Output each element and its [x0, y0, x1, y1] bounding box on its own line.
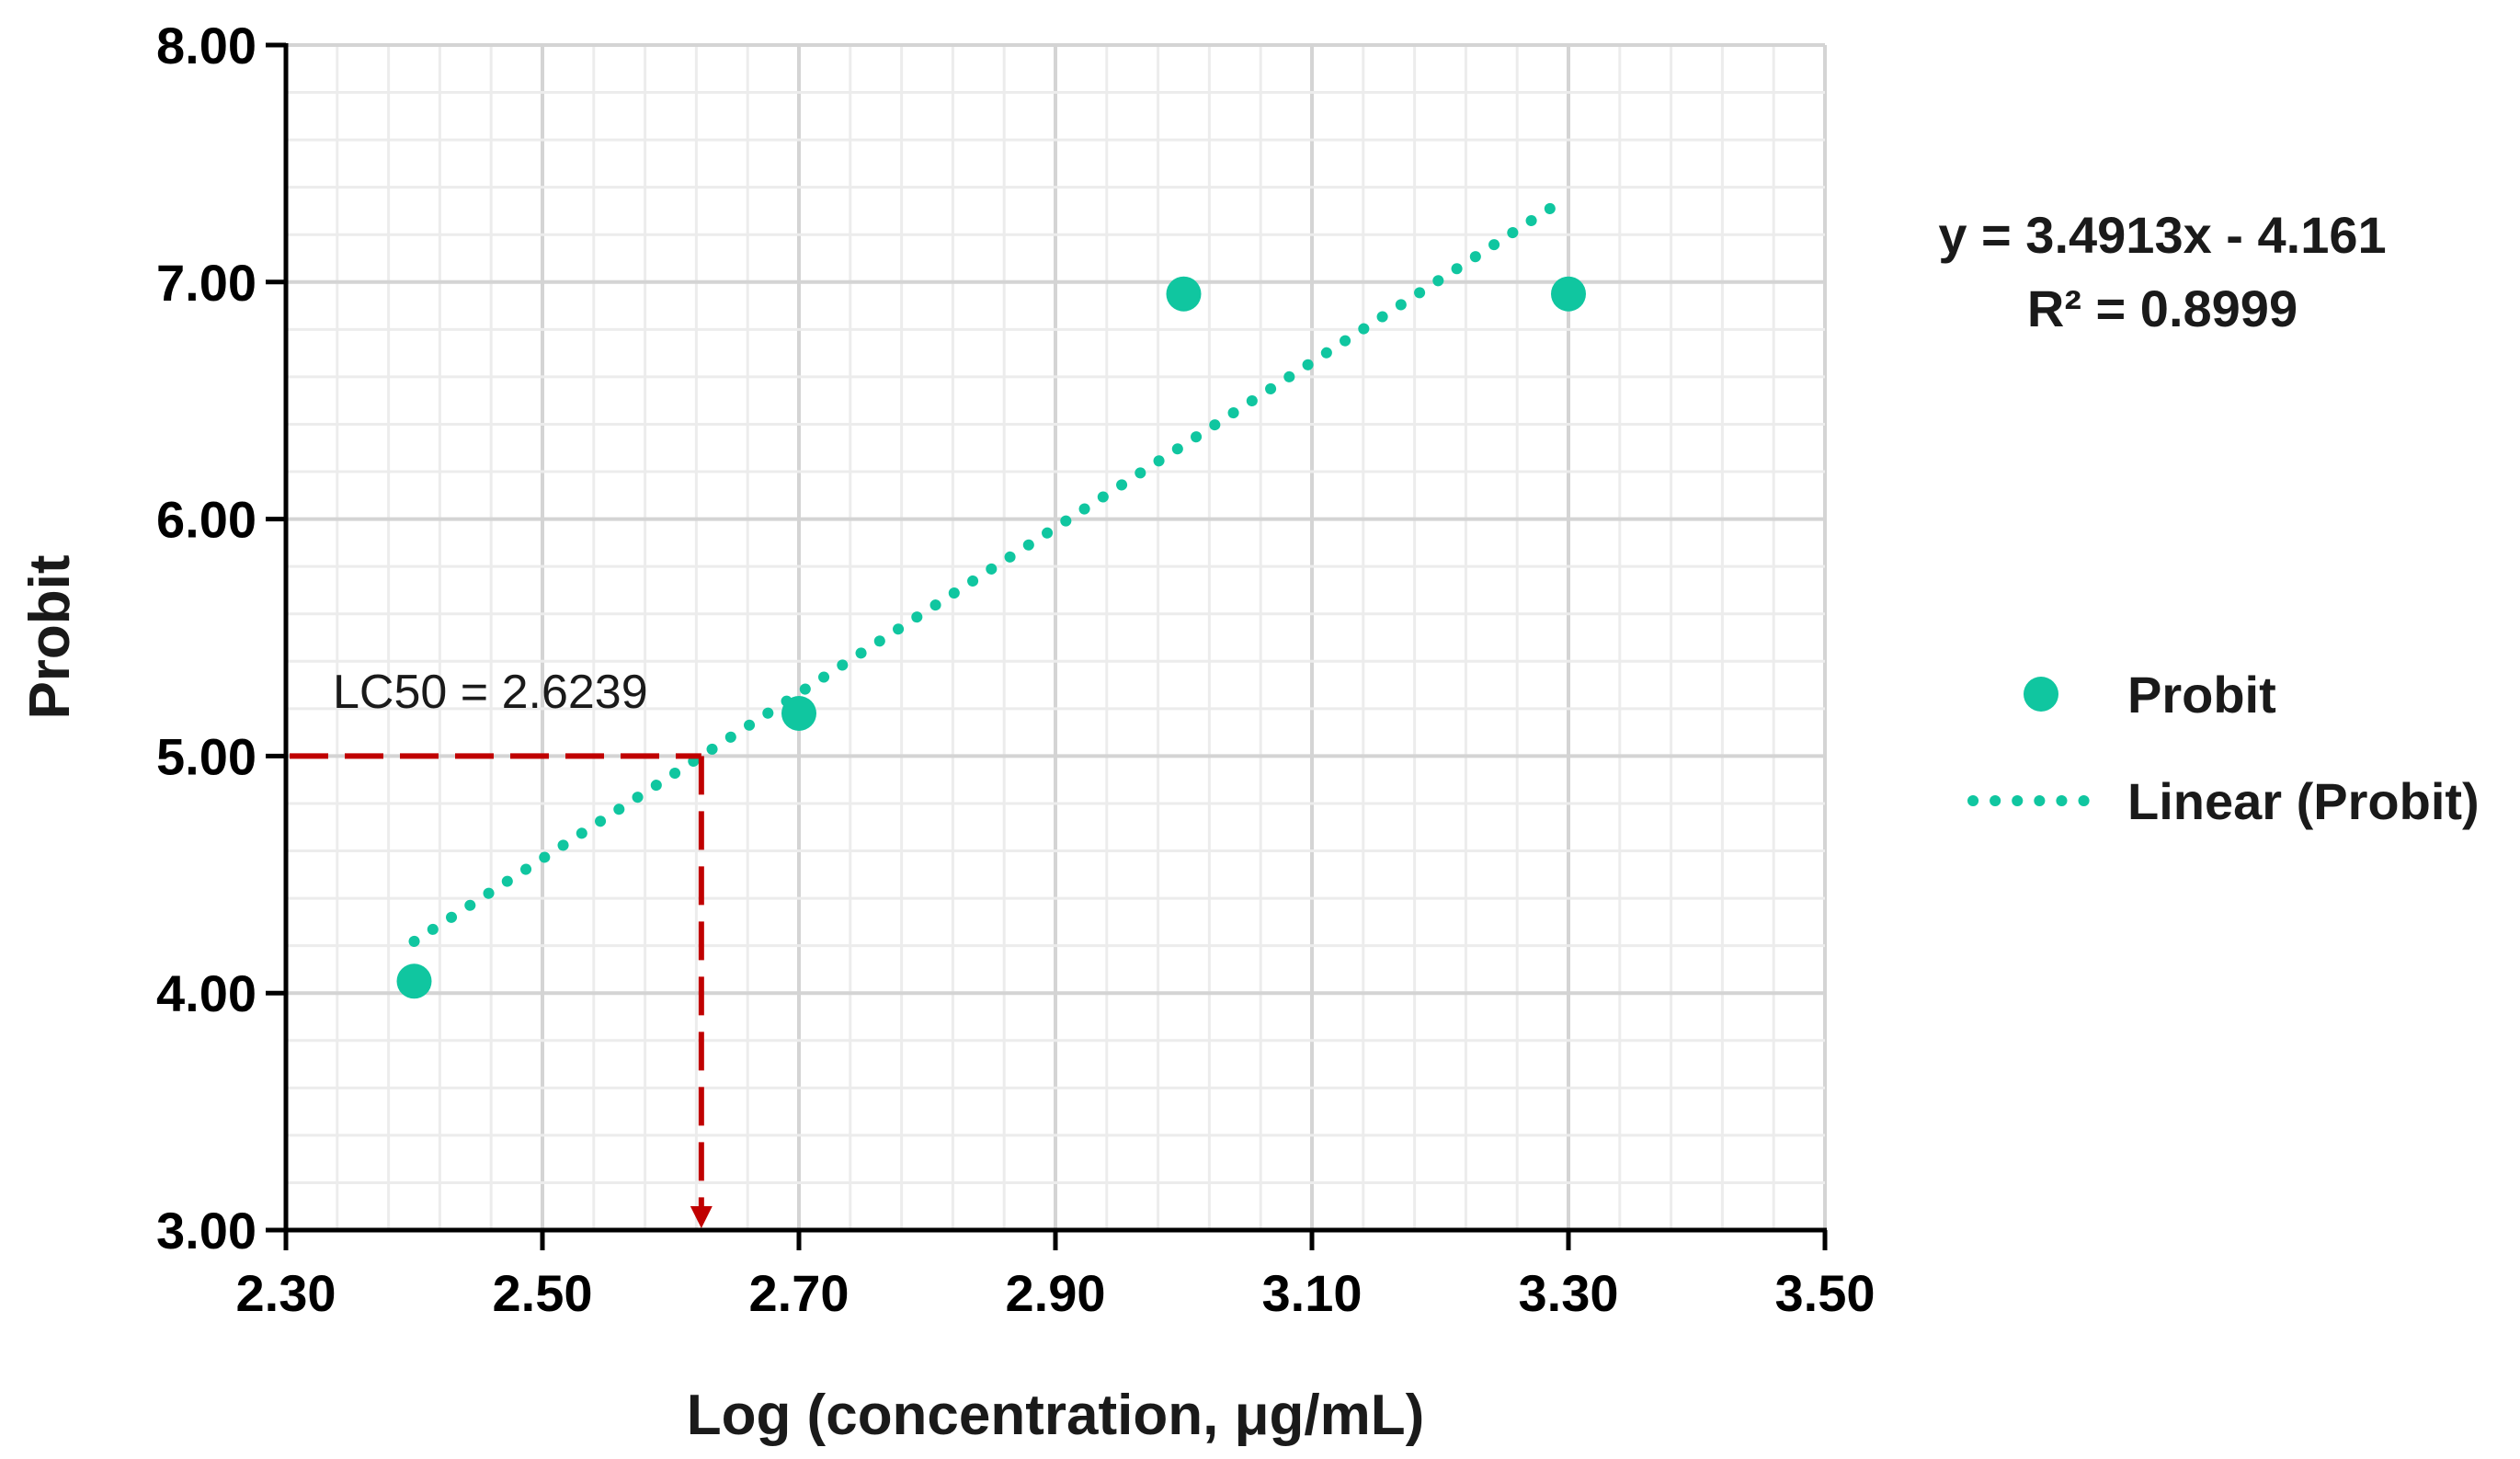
lc50-arrowhead: [690, 1206, 713, 1228]
data-points: [396, 276, 1586, 999]
x-axis-title: Log (concentration, μg/mL): [687, 1384, 1425, 1447]
y-tick-label: 8.00: [156, 17, 257, 74]
grid: [286, 43, 1827, 1230]
x-tick-label: 2.50: [493, 1264, 593, 1322]
data-point: [781, 695, 816, 731]
x-tick-label: 2.90: [1006, 1264, 1106, 1322]
y-tick-label: 6.00: [156, 491, 257, 549]
x-tick-label: 3.50: [1775, 1264, 1876, 1322]
tick-labels: 3.00 4.00 5.00 6.00 7.00 8.00 2.30 2.50 2.70 2.90…: [156, 17, 1876, 1322]
lc50-label: LC50 = 2.6239: [333, 666, 648, 719]
legend-label-linear: Linear (Probit): [2127, 772, 2480, 830]
trendline-path: [408, 199, 1562, 947]
axes: [266, 42, 1828, 1250]
x-tick-label: 2.30: [236, 1264, 336, 1322]
data-point: [1551, 276, 1586, 312]
legend-label-probit: Probit: [2127, 666, 2276, 724]
data-point: [1166, 276, 1202, 312]
x-tick-label: 3.10: [1262, 1264, 1363, 1322]
legend-marker-probit: [2024, 677, 2058, 712]
lc50-marker: [290, 753, 713, 1228]
y-tick-label: 3.00: [156, 1202, 257, 1260]
y-axis-title: Probit: [18, 554, 82, 719]
x-tick-label: 2.70: [749, 1264, 850, 1322]
trendline-equation: y = 3.4913x - 4.161: [1938, 206, 2386, 264]
y-tick-label: 7.00: [156, 254, 257, 312]
trendline: [408, 199, 1562, 947]
y-tick-label: 4.00: [156, 964, 257, 1022]
data-point: [396, 963, 432, 999]
r-squared: R² = 0.8999: [2027, 279, 2298, 337]
x-tick-label: 3.30: [1519, 1264, 1619, 1322]
legend: Probit Linear (Probit): [1967, 666, 2480, 830]
y-tick-label: 5.00: [156, 727, 257, 785]
